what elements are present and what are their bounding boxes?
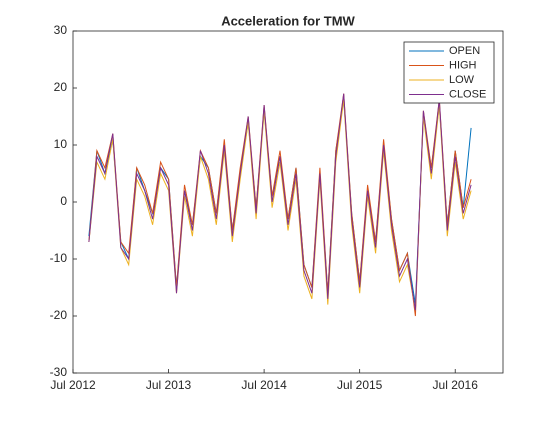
y-tick-label: -10	[50, 251, 68, 265]
legend-label: LOW	[449, 74, 475, 86]
y-tick-label: 30	[54, 23, 68, 37]
x-tick-label: Jul 2015	[337, 378, 383, 392]
series-line	[88, 99, 472, 311]
y-tick-label: 20	[54, 80, 68, 94]
legend-label: OPEN	[449, 45, 480, 57]
x-tick-label: Jul 2016	[433, 378, 479, 392]
y-tick-label: -30	[50, 365, 68, 379]
y-tick-label: -20	[50, 308, 68, 322]
y-tick-label: 10	[54, 137, 68, 151]
x-tick-label: Jul 2012	[50, 378, 96, 392]
legend-label: CLOSE	[449, 88, 486, 100]
legend-label: HIGH	[449, 59, 477, 71]
y-tick-label: 0	[60, 194, 67, 208]
chart-title: Acceleration for TMW	[221, 13, 355, 28]
legend-box	[403, 41, 495, 104]
x-tick-label: Jul 2013	[146, 378, 192, 392]
series-line	[88, 93, 472, 311]
x-tick-label: Jul 2014	[241, 378, 287, 392]
series-line	[88, 93, 472, 317]
